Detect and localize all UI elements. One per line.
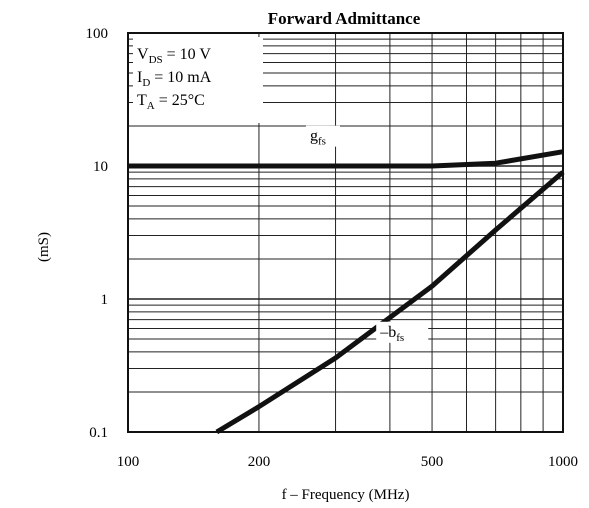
series-label: gfs — [310, 128, 326, 148]
test-conditions: VDS = 10 V ID = 10 mA TA = 25°C — [133, 37, 263, 123]
x-tick-label: 1000 — [548, 454, 578, 470]
y-tick-label: 0.1 — [89, 425, 108, 441]
condition-text: VDS = 10 V — [137, 46, 211, 66]
y-tick-label: 1 — [101, 292, 109, 308]
x-tick-label: 200 — [248, 454, 271, 470]
x-tick-label: 500 — [421, 454, 444, 470]
plot-frame — [127, 32, 564, 433]
conditions-box — [133, 37, 263, 123]
tick-labels: 100 200 500 1000 100 10 1 0.1 — [86, 26, 579, 470]
condition-text: ID = 10 mA — [137, 69, 212, 89]
y-tick-label: 10 — [93, 159, 108, 175]
y-axis-label: (mS) — [36, 232, 52, 262]
series-label-bg — [376, 321, 429, 343]
series-label: –bfs — [379, 324, 404, 344]
condition-text: TA = 25°C — [137, 92, 205, 112]
y-tick-label: 100 — [86, 26, 109, 42]
series-line — [128, 149, 564, 169]
series-labels: gfs –bfs — [305, 125, 429, 344]
series-label-bg — [305, 125, 340, 147]
x-tick-label: 100 — [117, 454, 140, 470]
series-group — [128, 149, 565, 435]
x-axis-label: f – Frequency (MHz) — [282, 487, 410, 503]
chart-title: Forward Admittance — [268, 9, 421, 28]
